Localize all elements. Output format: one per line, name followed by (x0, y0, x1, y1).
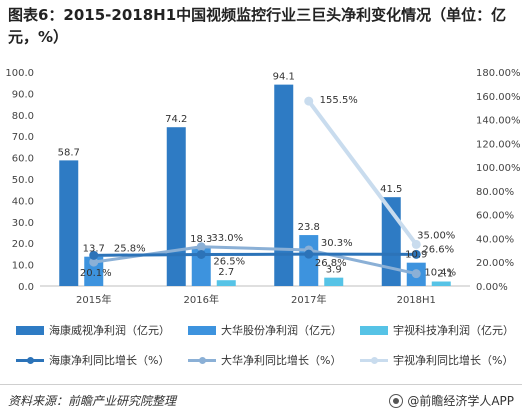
left-axis-tick-label: 20.0 (12, 239, 34, 250)
left-axis-tick-label: 0.0 (18, 282, 34, 293)
line-value-label: 155.5% (320, 95, 358, 106)
bar-value-label: 74.2 (165, 114, 187, 125)
legend-item-dahua-profit: 大华股份净利润（亿元） (188, 322, 360, 338)
bar-value-label: 2.7 (218, 267, 234, 278)
bar-value-label: 41.5 (380, 184, 402, 195)
legend-item-dahua-growth: 大华净利同比增长（%） (188, 352, 360, 368)
right-axis-tick-label: 20.00% (476, 258, 514, 269)
legend-label-dahua-profit: 大华股份净利润（亿元） (221, 324, 342, 337)
bar-value-label: 23.8 (298, 222, 320, 233)
chart-legend: 海康威视净利润（亿元） 大华股份净利润（亿元） 宇视科技净利润（亿元） 海康净利… (16, 322, 516, 368)
legend-item-uniview-growth: 宇视净利同比增长（%） (360, 352, 520, 368)
line-uniview-growth (306, 99, 419, 247)
line-value-label: 25.8% (114, 243, 146, 254)
bar-hikvision (166, 127, 186, 286)
line-value-label: 33.0% (211, 233, 243, 244)
bar-uniview (216, 280, 236, 286)
brand-logo-icon (389, 393, 404, 408)
legend-label-hikvision-growth: 海康净利同比增长（%） (49, 354, 170, 367)
bar-dahua (299, 235, 319, 286)
legend-swatch-dahua-profit (188, 325, 216, 335)
bar-value-label: 3.9 (326, 265, 342, 276)
bar-value-label: 94.1 (273, 72, 295, 83)
line-hikvision-growth (92, 252, 418, 257)
legend-swatch-uniview-profit (360, 325, 388, 335)
x-axis-tick-label: 2015年 (76, 293, 111, 306)
bar-value-label: 13.7 (83, 244, 105, 255)
line-dahua-growth-point (411, 269, 421, 279)
right-axis-tick-label: 180.00% (476, 68, 521, 79)
left-axis-tick-label: 60.0 (12, 154, 34, 165)
line-value-label: 26.8% (315, 258, 347, 269)
left-axis-tick-label: 70.0 (12, 132, 34, 143)
left-axis-tick-label: 100.0 (5, 68, 34, 79)
right-axis-tick-label: 160.00% (476, 92, 521, 103)
bar-hikvision (274, 84, 294, 286)
x-axis-tick-label: 2016年 (184, 293, 219, 306)
legend-swatch-uniview-growth (360, 356, 388, 365)
legend-label-dahua-growth: 大华净利同比增长（%） (221, 354, 342, 367)
legend-label-hikvision-profit: 海康威视净利润（亿元） (49, 324, 170, 337)
line-value-label: 30.3% (321, 238, 353, 249)
legend-swatch-dahua-growth (188, 356, 216, 365)
legend-label-uniview-profit: 宇视科技净利润（亿元） (393, 324, 514, 337)
right-axis-tick-label: 0.00% (476, 282, 508, 293)
legend-item-hikvision-growth: 海康净利同比增长（%） (16, 352, 188, 368)
chart-title: 图表6：2015-2018H1中国视频监控行业三巨头净利变化情况（单位：亿元，%… (8, 6, 507, 46)
line-value-label: 26.6% (422, 244, 454, 255)
left-axis-tick-label: 10.0 (12, 261, 34, 272)
right-axis-tick-label: 120.00% (476, 139, 521, 150)
bar-value-label: 10.9 (405, 250, 427, 261)
chart-canvas: 0.0 10.0 20.0 30.0 40.0 50.0 60.0 70.0 80.0 90.0 1… (5, 68, 521, 306)
legend-swatch-hikvision-growth (16, 356, 44, 365)
bar-uniview (431, 281, 451, 286)
legend-item-uniview-profit: 宇视科技净利润（亿元） (360, 322, 520, 338)
bar-value-label: 18.3 (190, 234, 212, 245)
legend-label-uniview-growth: 宇视净利同比增长（%） (393, 354, 514, 367)
bar-uniview (324, 277, 344, 286)
bar-value-label: 58.7 (58, 147, 80, 158)
legend-swatch-hikvision-profit (16, 325, 44, 335)
line-value-label: 10.4% (424, 268, 456, 279)
bar-value-label: 2.1 (437, 269, 453, 280)
left-axis-tick-label: 30.0 (12, 218, 34, 229)
line-hikvision-growth-point (304, 249, 314, 259)
line-dahua-growth-point (196, 242, 206, 252)
left-axis-tick-label: 50.0 (12, 175, 34, 186)
line-uniview-growth-point (411, 239, 421, 249)
right-axis-tick-label: 60.00% (476, 211, 514, 222)
bar-hikvision (59, 160, 79, 286)
left-axis-tick-label: 40.0 (12, 196, 34, 207)
left-axis-tick-label: 80.0 (12, 111, 34, 122)
line-hikvision-growth-point (196, 249, 206, 259)
bar-dahua (84, 256, 104, 286)
line-value-label: 35.00% (417, 230, 455, 241)
right-axis-tick-label: 80.00% (476, 187, 514, 198)
line-dahua-growth-point (89, 257, 99, 267)
bar-dahua (191, 246, 211, 286)
x-axis-tick-label: 2017年 (291, 293, 326, 306)
line-value-label: 26.5% (213, 256, 245, 267)
source-note: 资料来源：前瞻产业研究院整理 (8, 394, 177, 408)
x-axis-tick-label: 2018H1 (397, 295, 436, 306)
right-axis-tick-label: 100.00% (476, 163, 521, 174)
line-uniview-growth-point (304, 96, 314, 106)
right-axis-tick-label: 40.00% (476, 234, 514, 245)
left-axis-tick-label: 90.0 (12, 89, 34, 100)
brand-label: @前瞻经济学人APP (407, 394, 514, 408)
legend-item-hikvision-profit: 海康威视净利润（亿元） (16, 322, 188, 338)
line-value-label: 20.1% (80, 268, 112, 279)
line-hikvision-growth-point (89, 250, 99, 260)
brand-watermark: @前瞻经济学人APP (389, 392, 514, 409)
line-hikvision-growth-point (411, 249, 421, 259)
right-axis-tick-label: 140.00% (476, 116, 521, 127)
footer: 资料来源：前瞻产业研究院整理 @前瞻经济学人APP (0, 384, 522, 419)
